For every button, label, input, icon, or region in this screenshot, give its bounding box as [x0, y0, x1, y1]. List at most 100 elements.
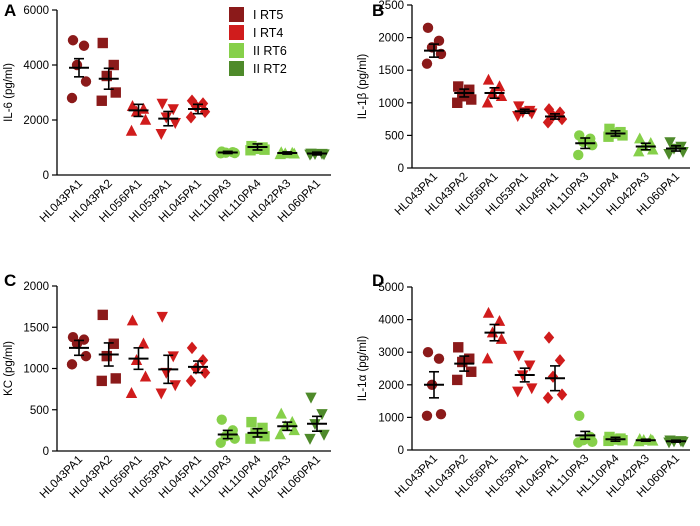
data-point: [257, 422, 268, 434]
y-tick-label: 6000: [23, 5, 49, 17]
group-hl043pa2: [452, 81, 477, 108]
panel-letter: C: [4, 271, 16, 290]
data-point: [512, 386, 524, 398]
data-point: [97, 309, 108, 321]
y-tick-label: 2000: [378, 33, 404, 45]
data-point: [155, 388, 167, 400]
group-hl042pa3: [274, 407, 300, 440]
group-hl110pa4: [603, 431, 628, 447]
data-point: [185, 111, 197, 124]
y-tick-label: 4000: [23, 60, 49, 72]
data-point: [80, 76, 92, 87]
group-hl043pa1: [66, 331, 92, 370]
panel-letter: A: [4, 1, 16, 20]
data-point: [677, 147, 689, 158]
data-point: [199, 105, 211, 118]
group-hl060pa1: [304, 148, 330, 161]
y-tick-label: 5000: [378, 282, 404, 294]
y-tick-label: 0: [43, 170, 49, 182]
data-point: [435, 408, 447, 420]
data-point: [275, 407, 287, 419]
y-tick-label: 1000: [378, 98, 404, 110]
group-hl110pa4: [245, 416, 270, 444]
data-point: [96, 375, 107, 387]
data-point: [495, 90, 508, 101]
data-point: [80, 350, 92, 362]
data-point: [167, 351, 179, 363]
data-point: [216, 414, 227, 425]
data-point: [493, 315, 506, 326]
y-tick-label: 4000: [378, 315, 404, 327]
data-point: [78, 40, 90, 51]
group-hl053pa1: [155, 311, 181, 400]
data-point: [452, 374, 463, 386]
data-point: [422, 22, 434, 34]
data-point: [246, 416, 257, 428]
data-point: [481, 352, 494, 364]
data-point: [466, 366, 477, 377]
data-point: [457, 356, 468, 368]
group-hl045pa1: [185, 341, 211, 388]
data-point: [617, 130, 628, 141]
y-axis-title: IL-6 (pg/ml): [3, 63, 15, 122]
data-point: [125, 124, 138, 136]
group-hl045pa1: [542, 103, 568, 129]
group-hl110pa4: [245, 140, 270, 156]
data-point: [199, 366, 211, 379]
data-point: [421, 58, 433, 69]
y-tick-label: 1500: [378, 65, 404, 77]
y-tick-label: 0: [398, 445, 404, 457]
data-point: [547, 370, 559, 383]
data-point: [573, 149, 584, 161]
legend-swatch: [229, 43, 244, 58]
y-axis-title: IL-1α (pg/ml): [357, 336, 369, 402]
y-tick-label: 1000: [378, 412, 404, 424]
data-point: [108, 338, 119, 349]
group-hl045pa1: [542, 331, 568, 405]
group-hl110pa3: [573, 130, 598, 161]
group-hl053pa1: [512, 101, 538, 123]
y-tick-label: 2000: [378, 380, 404, 392]
data-point: [542, 391, 554, 405]
data-point: [197, 97, 209, 110]
group-hl056pa1: [481, 306, 508, 364]
data-point: [190, 362, 202, 375]
data-point: [603, 131, 614, 142]
data-point: [186, 94, 198, 107]
data-point: [482, 73, 495, 85]
data-point: [495, 332, 508, 344]
legend-swatch: [229, 61, 244, 76]
group-hl110pa3: [573, 410, 598, 448]
data-point: [245, 145, 256, 156]
data-point: [633, 145, 645, 157]
data-point: [229, 433, 240, 444]
data-point: [274, 428, 286, 440]
data-point: [603, 435, 614, 447]
data-point: [259, 430, 270, 442]
data-point: [452, 97, 463, 108]
legend-label: I RT5: [253, 8, 283, 22]
group-hl043pa2: [452, 342, 477, 386]
data-point: [543, 331, 555, 344]
data-point: [453, 81, 464, 92]
data-point: [634, 132, 646, 144]
y-axis-title: IL-1β (pg/ml): [357, 54, 369, 120]
data-point: [110, 87, 121, 98]
group-hl043pa1: [66, 35, 92, 104]
group-hl060pa1: [663, 137, 689, 160]
data-point: [481, 96, 494, 108]
data-point: [524, 360, 536, 372]
group-hl045pa1: [185, 94, 211, 124]
data-point: [587, 436, 598, 448]
data-point: [67, 35, 79, 46]
group-hl042pa3: [274, 146, 300, 160]
group-hl053pa1: [512, 350, 538, 398]
data-point: [453, 342, 464, 353]
data-point: [137, 337, 150, 349]
data-point: [96, 95, 107, 106]
group-hl110pa3: [215, 146, 240, 159]
